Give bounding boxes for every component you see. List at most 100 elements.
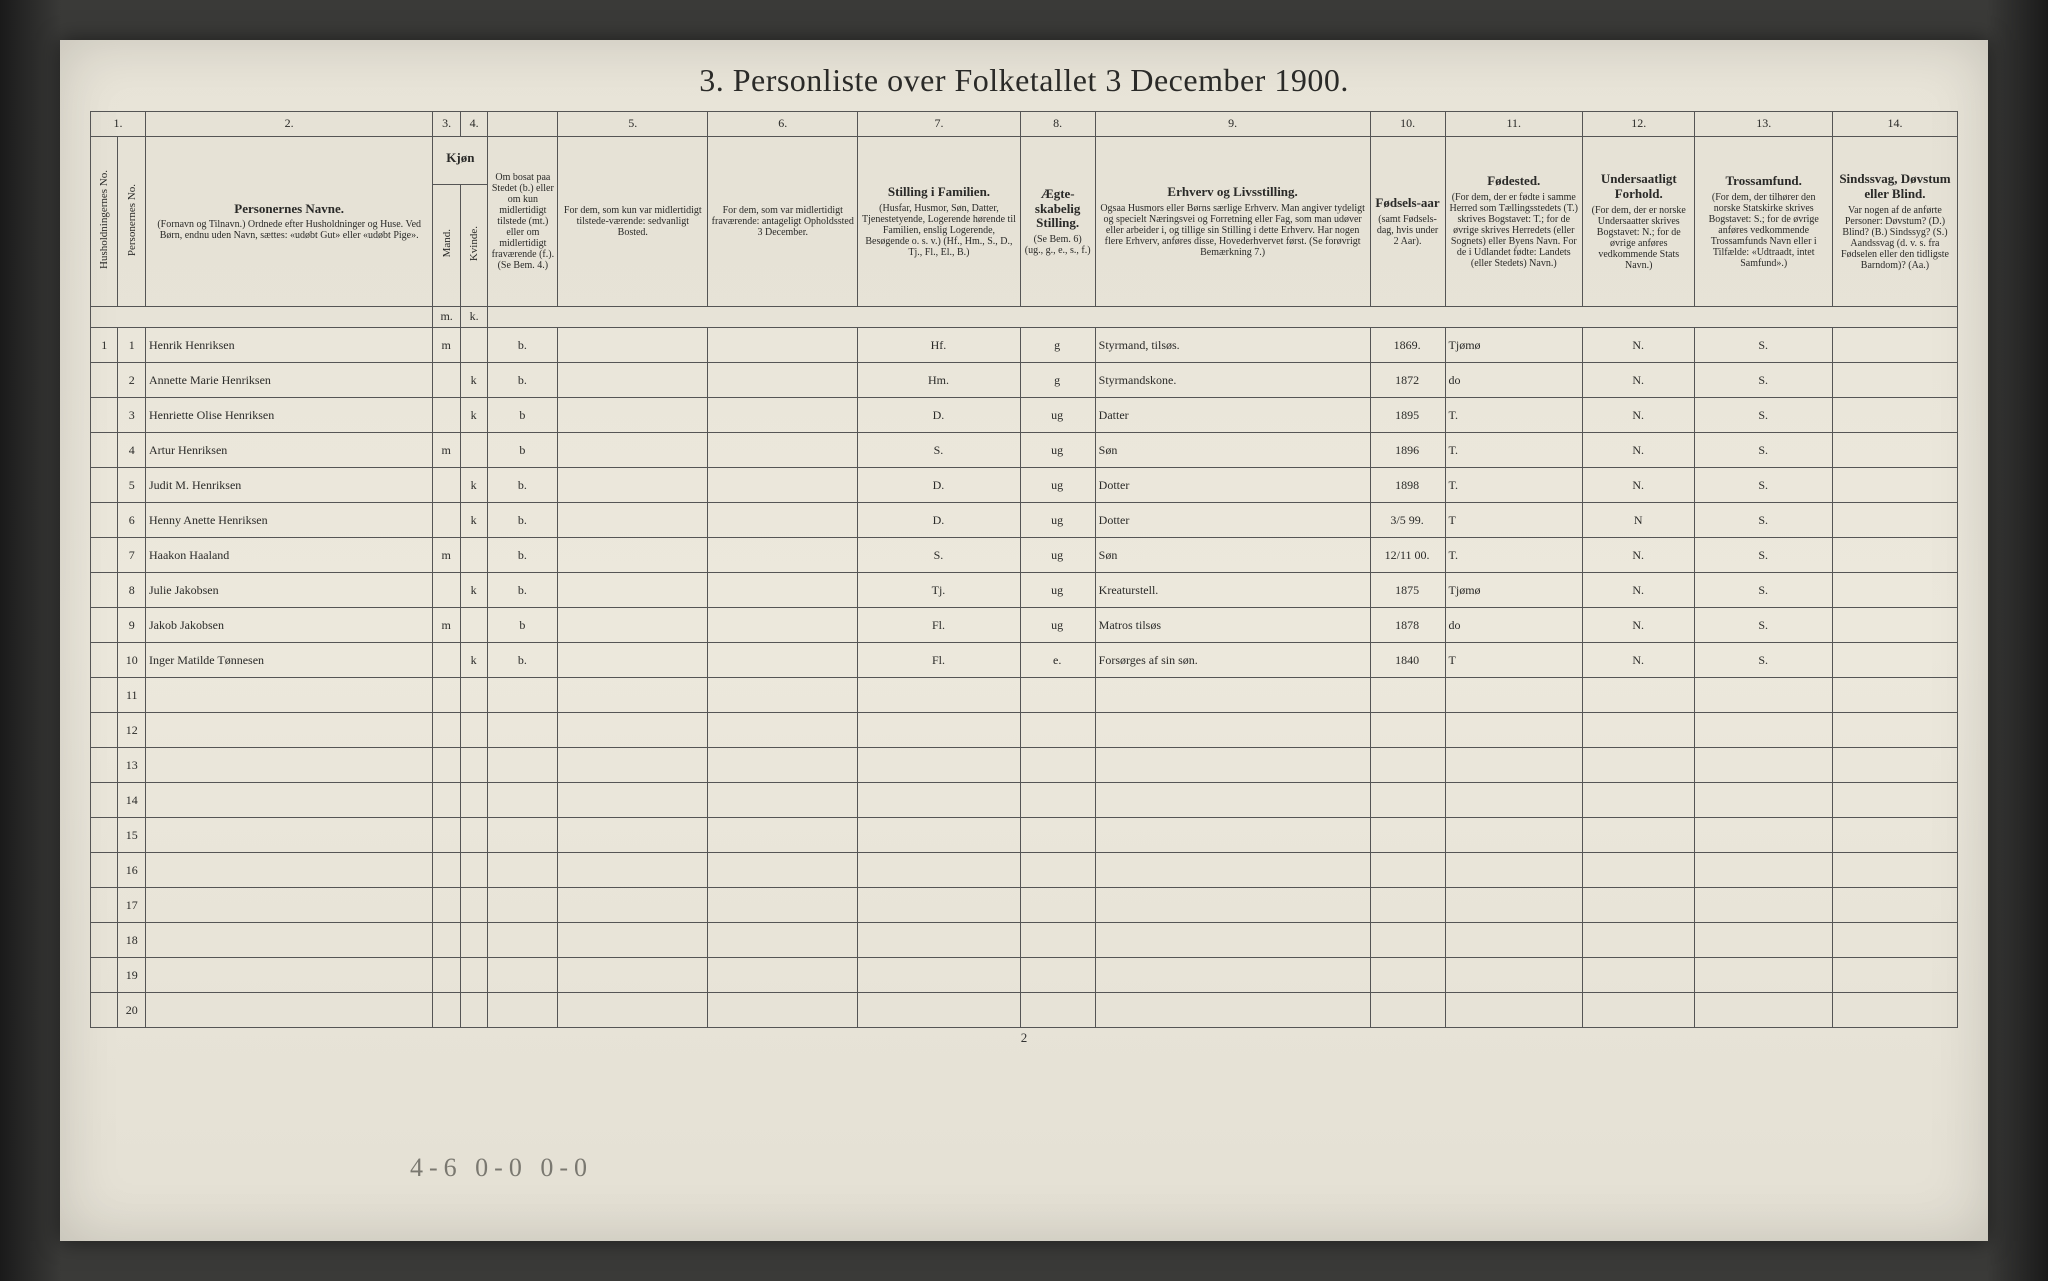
table-row: 12 xyxy=(91,713,1958,748)
cell-abs xyxy=(708,993,858,1028)
cell-res: b xyxy=(488,398,558,433)
cell-abs xyxy=(708,503,858,538)
cell-fam xyxy=(858,888,1020,923)
cell-bp: do xyxy=(1445,363,1582,398)
cell-nat: N. xyxy=(1583,608,1695,643)
cell-hh xyxy=(91,888,118,923)
cell-pn: 8 xyxy=(118,573,145,608)
cell-res xyxy=(488,888,558,923)
cell-mar xyxy=(1020,678,1095,713)
colnum: 10. xyxy=(1370,112,1445,137)
colnum: 13. xyxy=(1695,112,1832,137)
cell-fam: D. xyxy=(858,503,1020,538)
table-row: 11 xyxy=(91,678,1958,713)
cell-m xyxy=(433,713,460,748)
table-row: 14 xyxy=(91,783,1958,818)
page-number: 2 xyxy=(90,1030,1958,1046)
cell-nat: N xyxy=(1583,503,1695,538)
table-row: 2Annette Marie Henriksenkb.Hm.gStyrmands… xyxy=(91,363,1958,398)
cell-occ xyxy=(1095,923,1370,958)
cell-fam xyxy=(858,818,1020,853)
cell-name: Henriette Olise Henriksen xyxy=(145,398,432,433)
cell-name xyxy=(145,713,432,748)
colnum-row: 1. 2. 3. 4. 5. 6. 7. 8. 9. 10. 11. 12. 1… xyxy=(91,112,1958,137)
cell-mar xyxy=(1020,713,1095,748)
cell-fam xyxy=(858,748,1020,783)
cell-mar: ug xyxy=(1020,538,1095,573)
mk-row: m. k. xyxy=(91,307,1958,328)
table-row: 15 xyxy=(91,818,1958,853)
cell-bp xyxy=(1445,713,1582,748)
cell-m xyxy=(433,818,460,853)
cell-rel xyxy=(1695,958,1832,993)
table-row: 13 xyxy=(91,748,1958,783)
cell-res xyxy=(488,958,558,993)
table-head: 1. 2. 3. 4. 5. 6. 7. 8. 9. 10. 11. 12. 1… xyxy=(91,112,1958,328)
cell-k: k xyxy=(460,643,487,678)
cell-yr: 1896 xyxy=(1370,433,1445,468)
cell-tmp xyxy=(558,818,708,853)
cell-tmp xyxy=(558,993,708,1028)
cell-yr: 1840 xyxy=(1370,643,1445,678)
table-row: 5Judit M. Henriksenkb.D.ugDotter1898T.N.… xyxy=(91,468,1958,503)
cell-mar: g xyxy=(1020,363,1095,398)
cell-hh: 1 xyxy=(91,328,118,363)
table-row: 17 xyxy=(91,888,1958,923)
cell-occ xyxy=(1095,713,1370,748)
cell-pn: 15 xyxy=(118,818,145,853)
cell-k: k xyxy=(460,363,487,398)
hdr-hh: Husholdningernes No. xyxy=(91,137,118,307)
cell-pn: 12 xyxy=(118,713,145,748)
table-row: 10Inger Matilde Tønnesenkb.Fl.e.Forsørge… xyxy=(91,643,1958,678)
colnum xyxy=(488,112,558,137)
cell-abs xyxy=(708,328,858,363)
cell-hh xyxy=(91,643,118,678)
cell-hh xyxy=(91,923,118,958)
cell-name: Henrik Henriksen xyxy=(145,328,432,363)
cell-pn: 10 xyxy=(118,643,145,678)
cell-tmp xyxy=(558,398,708,433)
cell-m xyxy=(433,888,460,923)
cell-res xyxy=(488,748,558,783)
cell-pn: 9 xyxy=(118,608,145,643)
cell-res: b. xyxy=(488,538,558,573)
cell-hh xyxy=(91,783,118,818)
cell-occ: Dotter xyxy=(1095,503,1370,538)
cell-dis xyxy=(1832,853,1957,888)
cell-k xyxy=(460,853,487,888)
cell-occ xyxy=(1095,783,1370,818)
cell-occ xyxy=(1095,888,1370,923)
cell-rel: S. xyxy=(1695,503,1832,538)
cell-abs xyxy=(708,538,858,573)
table-row: 7Haakon Haalandmb.S.ugSøn12/11 00.T.N.S. xyxy=(91,538,1958,573)
cell-dis xyxy=(1832,888,1957,923)
cell-nat: N. xyxy=(1583,538,1695,573)
cell-dis xyxy=(1832,538,1957,573)
cell-yr: 1869. xyxy=(1370,328,1445,363)
cell-dis xyxy=(1832,433,1957,468)
cell-bp: T. xyxy=(1445,398,1582,433)
cell-bp xyxy=(1445,923,1582,958)
cell-pn: 19 xyxy=(118,958,145,993)
cell-yr xyxy=(1370,958,1445,993)
cell-k xyxy=(460,678,487,713)
cell-k xyxy=(460,888,487,923)
cell-bp: T. xyxy=(1445,468,1582,503)
cell-m xyxy=(433,503,460,538)
cell-k xyxy=(460,993,487,1028)
cell-m xyxy=(433,853,460,888)
cell-dis xyxy=(1832,503,1957,538)
hdr-sex-m: Mand. xyxy=(433,184,460,306)
hdr-pn: Personernes No. xyxy=(118,137,145,307)
cell-tmp xyxy=(558,363,708,398)
cell-pn: 4 xyxy=(118,433,145,468)
cell-k: k xyxy=(460,573,487,608)
cell-abs xyxy=(708,433,858,468)
cell-m xyxy=(433,923,460,958)
cell-occ: Kreaturstell. xyxy=(1095,573,1370,608)
cell-hh xyxy=(91,818,118,853)
cell-rel xyxy=(1695,678,1832,713)
cell-k xyxy=(460,433,487,468)
cell-k: k xyxy=(460,468,487,503)
cell-yr xyxy=(1370,678,1445,713)
